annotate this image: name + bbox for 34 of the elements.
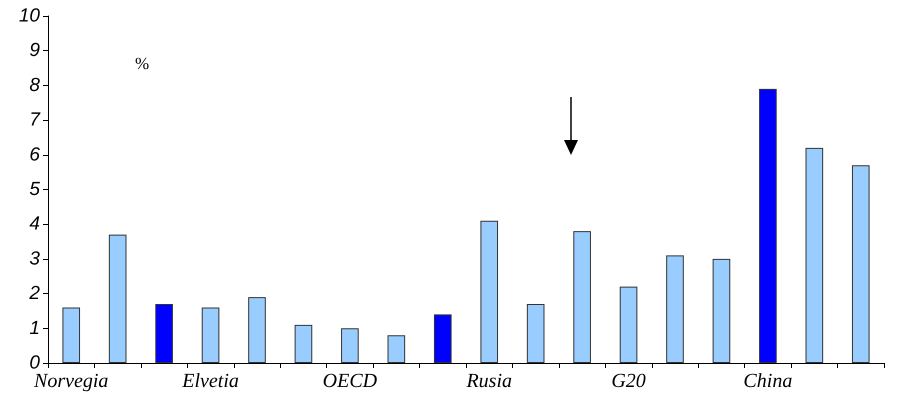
y-tick-label: 9 (29, 40, 40, 62)
bar (712, 258, 730, 363)
bar (388, 335, 406, 363)
y-tick-label: 6 (29, 144, 40, 166)
bar (108, 234, 126, 363)
y-tick-label: 10 (18, 6, 40, 26)
bar (666, 255, 684, 363)
y-tick-label: 1 (29, 318, 40, 339)
x-tick-label: Rusia (465, 370, 512, 392)
x-tick-label: G20 (611, 370, 646, 392)
bar (248, 297, 266, 363)
y-tick-label: 5 (29, 179, 40, 200)
bar (62, 307, 80, 363)
y-tick-label: 8 (29, 74, 40, 96)
y-tick-label: 3 (29, 248, 40, 270)
bar (155, 304, 173, 363)
x-tick-label: China (743, 370, 792, 392)
bar (480, 220, 498, 363)
bar (294, 324, 312, 363)
bar (573, 231, 591, 363)
x-tick-label: Elvetia (181, 370, 239, 392)
bar (341, 328, 359, 363)
y-tick-label: 2 (28, 283, 40, 304)
bar (806, 148, 824, 363)
bar (620, 286, 638, 363)
bar (759, 88, 777, 363)
y-tick-label: 4 (29, 214, 40, 235)
bar (852, 165, 870, 363)
bar (526, 304, 544, 363)
x-tick-label: OECD (322, 370, 378, 392)
y-tick-label: 7 (29, 110, 42, 131)
bar (202, 307, 220, 363)
bar (434, 314, 452, 363)
annotation: % (135, 54, 150, 73)
